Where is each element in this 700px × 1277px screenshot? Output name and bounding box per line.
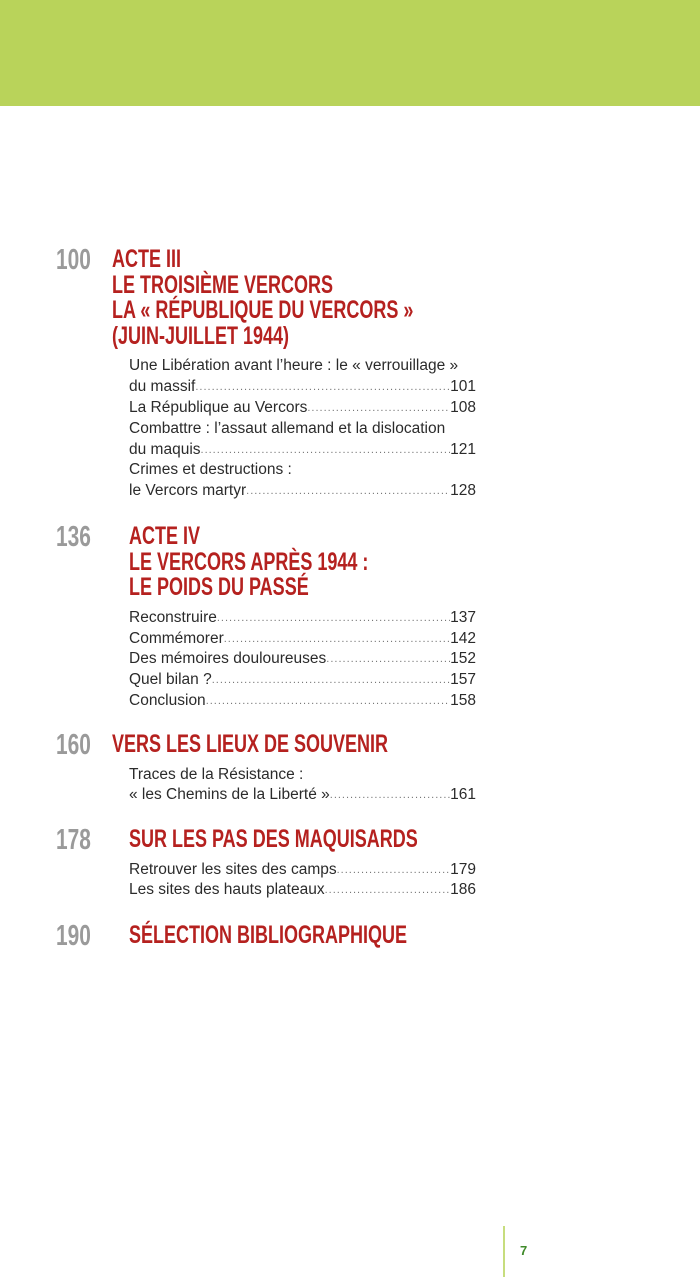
heading-line: LE POIDS DU PASSÉ: [129, 573, 309, 602]
entry-page-number: 142: [450, 629, 476, 647]
dot-leader: [246, 481, 450, 502]
section-heading: SÉLECTION BIBLIOGRAPHIQUE: [129, 921, 408, 949]
entry-title: du massif: [129, 378, 196, 396]
dot-leader: [195, 377, 450, 398]
footer-rule: [503, 1226, 505, 1277]
heading-line: VERS LES LIEUX DE SOUVENIR: [112, 730, 389, 758]
entry-line: « les Chemins de la Liberté » 161: [129, 785, 476, 806]
section-page-number: 190: [56, 920, 91, 952]
dot-leader: [330, 785, 450, 806]
toc-entry[interactable]: Traces de la Résistance : « les Chemins d…: [129, 765, 476, 807]
toc-entry[interactable]: Combattre : l’assaut allemand et la disl…: [129, 419, 476, 461]
dot-leader: [212, 670, 450, 691]
entry-list: Traces de la Résistance : « les Chemins d…: [129, 765, 476, 807]
toc-entry[interactable]: Quel bilan ? 157: [129, 670, 476, 691]
section-page-number: 178: [56, 824, 91, 856]
entry-title: Combattre : l’assaut allemand et la disl…: [129, 419, 446, 437]
entry-page-number: 179: [450, 860, 476, 878]
page-folio: 7: [520, 1243, 528, 1258]
dot-leader: [217, 608, 450, 629]
entry-line: Les sites des hauts plateaux 186: [129, 880, 476, 901]
entry-line: Reconstruire 137: [129, 608, 476, 629]
entry-title: Retrouver les sites des camps: [129, 860, 337, 878]
entry-page-number: 161: [450, 786, 476, 804]
entry-title: Reconstruire: [129, 608, 217, 626]
heading-line: ACTE IV: [129, 522, 201, 550]
entry-line: Quel bilan ? 157: [129, 670, 476, 691]
section-heading: ACTE III LE TROISIÈME VERCORS LA « RÉPUBLI…: [112, 245, 414, 350]
toc-entry[interactable]: Les sites des hauts plateaux 186: [129, 880, 476, 901]
toc-entry[interactable]: Conclusion 158: [129, 691, 476, 712]
entry-line: le Vercors martyr 128: [129, 481, 476, 502]
entry-line: Crimes et destructions :: [129, 460, 476, 481]
entry-line: La République au Vercors 108: [129, 398, 476, 419]
entry-list: Reconstruire 137 Commémorer 142 Des mémoires…: [129, 608, 476, 712]
entry-page-number: 137: [450, 608, 476, 626]
entry-page-number: 101: [450, 378, 476, 396]
heading-line: LA « RÉPUBLIQUE DU VERCORS »: [112, 296, 414, 325]
entry-title: du maquis: [129, 440, 201, 458]
entry-title: Quel bilan ?: [129, 671, 212, 689]
heading-line: SUR LES PAS DES MAQUISARDS: [129, 825, 418, 853]
section-heading: ACTE IV LE VERCORS APRÈS 1944 : LE POIDS D…: [129, 522, 369, 602]
top-color-band: [0, 0, 700, 106]
dot-leader: [201, 440, 451, 461]
entry-line: du massif 101: [129, 377, 476, 398]
entry-title: Les sites des hauts plateaux: [129, 881, 325, 899]
entry-title: Commémorer: [129, 629, 224, 647]
dot-leader: [337, 860, 451, 881]
entry-title: Des mémoires douloureuses: [129, 650, 327, 668]
heading-line: LE VERCORS APRÈS 1944 :: [129, 547, 369, 576]
toc-entry[interactable]: Crimes et destructions : le Vercors marty…: [129, 460, 476, 502]
entry-title: Crimes et destructions :: [129, 461, 292, 479]
heading-line: SÉLECTION BIBLIOGRAPHIQUE: [129, 921, 408, 949]
entry-page-number: 157: [450, 671, 476, 689]
entry-page-number: 121: [450, 440, 476, 458]
entry-page-number: 152: [450, 650, 476, 668]
entry-line: Une Libération avant l’heure : le « verr…: [129, 356, 476, 377]
heading-line: ACTE III: [112, 245, 182, 273]
entry-title: Traces de la Résistance :: [129, 765, 304, 783]
toc-entry[interactable]: La République au Vercors 108: [129, 398, 476, 419]
entry-line: Retrouver les sites des camps 179: [129, 860, 476, 881]
section-page-number: 100: [56, 244, 91, 276]
section-heading: SUR LES PAS DES MAQUISARDS: [129, 825, 418, 853]
entry-page-number: 128: [450, 482, 476, 500]
heading-line: LE TROISIÈME VERCORS: [112, 270, 334, 299]
entry-list: Une Libération avant l’heure : le « verr…: [129, 356, 476, 502]
entry-line: Des mémoires douloureuses 152: [129, 649, 476, 670]
heading-line: (JUIN-JUILLET 1944): [112, 321, 290, 350]
toc-entry[interactable]: Retrouver les sites des camps 179: [129, 860, 476, 881]
dot-leader: [206, 691, 450, 712]
toc-entry[interactable]: Commémorer 142: [129, 629, 476, 650]
dot-leader: [326, 649, 450, 670]
entry-title: le Vercors martyr: [129, 482, 247, 500]
section-page-number: 136: [56, 521, 91, 553]
entry-line: Commémorer 142: [129, 629, 476, 650]
entry-page-number: 158: [450, 691, 476, 709]
section-heading: VERS LES LIEUX DE SOUVENIR: [112, 730, 389, 758]
entry-line: Conclusion 158: [129, 691, 476, 712]
entry-page-number: 186: [450, 881, 476, 899]
entry-list: Retrouver les sites des camps 179 Les site…: [129, 860, 476, 902]
entry-title: La République au Vercors: [129, 398, 308, 416]
dot-leader: [325, 880, 451, 901]
toc-entry[interactable]: Des mémoires douloureuses 152: [129, 649, 476, 670]
toc-entry[interactable]: Reconstruire 137: [129, 608, 476, 629]
entry-title: Une Libération avant l’heure : le « verr…: [129, 357, 459, 375]
entry-page-number: 108: [450, 398, 476, 416]
section-page-number: 160: [56, 729, 91, 761]
dot-leader: [307, 398, 450, 419]
entry-title: « les Chemins de la Liberté »: [129, 786, 330, 804]
entry-line: Combattre : l’assaut allemand et la disl…: [129, 419, 476, 440]
entry-line: du maquis 121: [129, 440, 476, 461]
entry-title: Conclusion: [129, 691, 206, 709]
entry-line: Traces de la Résistance :: [129, 765, 476, 786]
toc-entry[interactable]: Une Libération avant l’heure : le « verr…: [129, 356, 476, 398]
dot-leader: [224, 629, 450, 650]
